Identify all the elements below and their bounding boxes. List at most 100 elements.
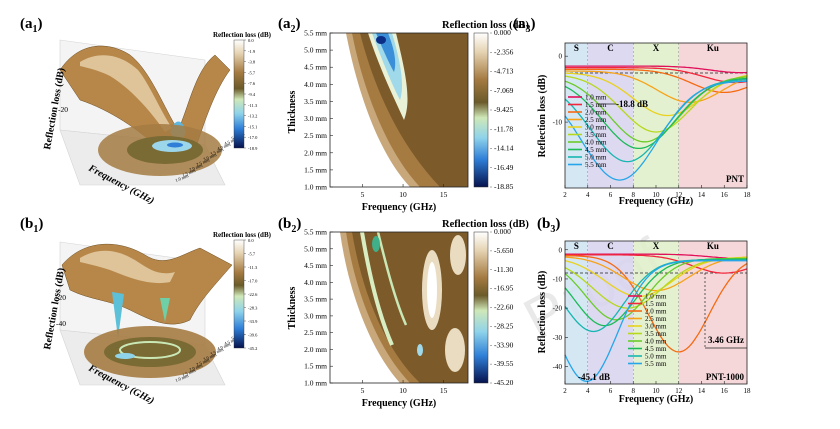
b2-x-label: Frequency (GHz) (362, 398, 437, 409)
b1-cb-tick-label: -45.2 (248, 346, 257, 351)
a3-sample-name: PNT (726, 174, 744, 184)
b1-cb-tick-label: -17.0 (248, 279, 258, 284)
b2-y-tick-label: 3.5 mm (304, 295, 327, 304)
b3-legend-label: 3.0 mm (645, 323, 667, 331)
a3-curve-50mm (564, 79, 748, 163)
a3-x-tick-label: 4 (586, 191, 590, 199)
a2-y-ticks: 5.5 mm 5.0 mm 4.5 mm 4.0 mm 3.5 mm 3.0 mm 2.5 … (304, 29, 333, 192)
b1-z-tick-2: -40 (56, 319, 66, 328)
a3-band-label: C (607, 43, 614, 53)
a1-thickness-tick: 2.5 mm (196, 157, 211, 167)
b3-y-tick-label: -10 (553, 275, 563, 283)
b2-colorbar (473, 231, 489, 384)
a3-x-tick-label: 18 (744, 191, 752, 199)
a2-y-tick-label: 1.5 mm (304, 165, 327, 174)
a2-x-ticks: 5 10 15 (361, 184, 448, 199)
panel-b1-3d-surface: -20 -40 Reflection loss (dB) Frequency (… (42, 231, 271, 407)
b3-legend: 1.0 mm1.5 mm2.0 mm2.5 mm3.0 mm3.5 mm4.0 … (628, 293, 667, 368)
a2-x-tick-label: 5 (361, 190, 365, 199)
a3-y-ticks: 0 -10 (553, 53, 568, 127)
a3-curve-15mm (565, 67, 748, 84)
b2-ridge-1 (360, 232, 394, 346)
b3-band-x (633, 241, 679, 384)
b3-legend-label: 5.0 mm (645, 353, 667, 361)
a1-cb-tick-label: -3.8 (248, 60, 256, 65)
b1-colorbar (233, 239, 245, 349)
b1-thickness-tick: 4.5 mm (224, 336, 239, 346)
b2-cb-tick-label: -39.55 (494, 359, 514, 368)
a2-x-label: Frequency (GHz) (362, 202, 437, 213)
b1-thickness-tick: 4.0 mm (217, 341, 232, 351)
b3-x-tick-label: 2 (563, 387, 567, 395)
a2-y-tick-label: 5.5 mm (304, 29, 327, 38)
b3-legend-label: 5.5 mm (645, 360, 667, 368)
a3-curve-20mm (565, 68, 748, 94)
a3-curves (564, 65, 748, 181)
a1-thickness-tick: 3.5 mm (210, 147, 225, 157)
a3-y-label: Reflection loss (dB) (537, 75, 548, 158)
a3-legend-label: 3.0 mm (585, 124, 607, 132)
a3-x-tick-label: 10 (653, 191, 661, 199)
b3-legend-label: 4.5 mm (645, 345, 667, 353)
b2-x-tick-label: 10 (399, 386, 407, 395)
b3-x-tick-label: 6 (609, 387, 613, 395)
b1-contour-floor-ring (119, 341, 181, 359)
a1-thickness-tick: 4.5 mm (224, 136, 239, 146)
b1-colorbar-ticks: 0.0 -5.7 -11.3 -17.0 -22.6 -28.3 -33.9 -39.6 -45… (244, 238, 258, 351)
b2-cb-tick-label: -22.60 (494, 303, 514, 312)
a1-thickness-tick: 3.0 mm (203, 152, 218, 162)
b2-cb-tick-label: -28.25 (494, 321, 514, 330)
b3-band-label: X (653, 241, 660, 251)
a3-curve-25mm (565, 70, 748, 103)
b3-x-tick-label: 18 (744, 387, 752, 395)
a3-band-label: Ku (707, 43, 719, 53)
b2-x-ticks: 5 10 15 (361, 380, 448, 395)
a2-contour-fill (346, 33, 468, 187)
a3-curve-55mm (564, 80, 748, 181)
b2-y-tick-label: 2.5 mm (304, 328, 327, 337)
a3-legend-label: 1.5 mm (585, 101, 607, 109)
b3-x-tick-label: 16 (721, 387, 729, 395)
a2-minimum (376, 36, 386, 44)
panel-label-a3: (a3) (513, 16, 536, 35)
b3-y-tick-label: -30 (553, 334, 563, 342)
b2-y-tick-label: 1.0 mm (304, 379, 327, 388)
b2-colorbar-ticks: 0.000 -5.650 -11.30 -16.95 -22.60 -28.25 -33.9… (490, 227, 514, 387)
b1-thickness-tick: 3.0 mm (203, 352, 218, 362)
a1-thickness-tick: 2.0 mm (189, 162, 204, 172)
b2-y-tick-label: 4.0 mm (304, 278, 327, 287)
a3-legend-label: 3.5 mm (585, 131, 607, 139)
a3-x-label: Frequency (GHz) (619, 196, 694, 207)
a3-legend-label: 5.0 mm (585, 154, 607, 162)
b1-cb-tick-label: -28.3 (248, 306, 258, 311)
b3-band-label: S (574, 241, 579, 251)
a2-y-tick-label: 5.0 mm (304, 46, 327, 55)
b3-band-label: Ku (707, 241, 719, 251)
a1-contour-floor-deep (167, 142, 183, 148)
b2-minimum-2 (417, 344, 423, 356)
b1-cb-tick-label: -33.9 (248, 319, 258, 324)
panel-label-a1: (a1) (20, 16, 43, 35)
b3-x-tick-label: 10 (653, 387, 661, 395)
b3-band-labels: S C X Ku (574, 241, 719, 251)
panel-label-a2: (a2) (278, 16, 301, 35)
a2-y-label: Thickness (287, 90, 298, 133)
b2-contour-fill (340, 232, 468, 383)
b3-curves (564, 253, 748, 382)
b3-legend-label: 2.0 mm (645, 308, 667, 316)
a3-legend-label: 2.0 mm (585, 109, 607, 117)
a2-cb-tick-label: -11.78 (494, 124, 513, 133)
b2-plot-frame (329, 231, 469, 384)
a3-y-tick-label: 0 (559, 53, 563, 61)
a2-colorbar (473, 32, 489, 188)
a2-y-tick-label: 3.5 mm (304, 97, 327, 106)
panel-label-b2: (b2) (278, 216, 301, 235)
b1-thickness-tick: 2.5 mm (196, 357, 211, 367)
b3-y-ticks: 0 -10 -20 -30 -40 (553, 246, 568, 371)
b3-x-tick-label: 8 (632, 387, 636, 395)
panel-label-b1: (b1) (20, 216, 43, 235)
a2-cb-tick-label: -4.713 (494, 67, 514, 76)
a2-cb-tick-label: -7.069 (494, 86, 514, 95)
b3-curve-15mm (565, 254, 748, 274)
